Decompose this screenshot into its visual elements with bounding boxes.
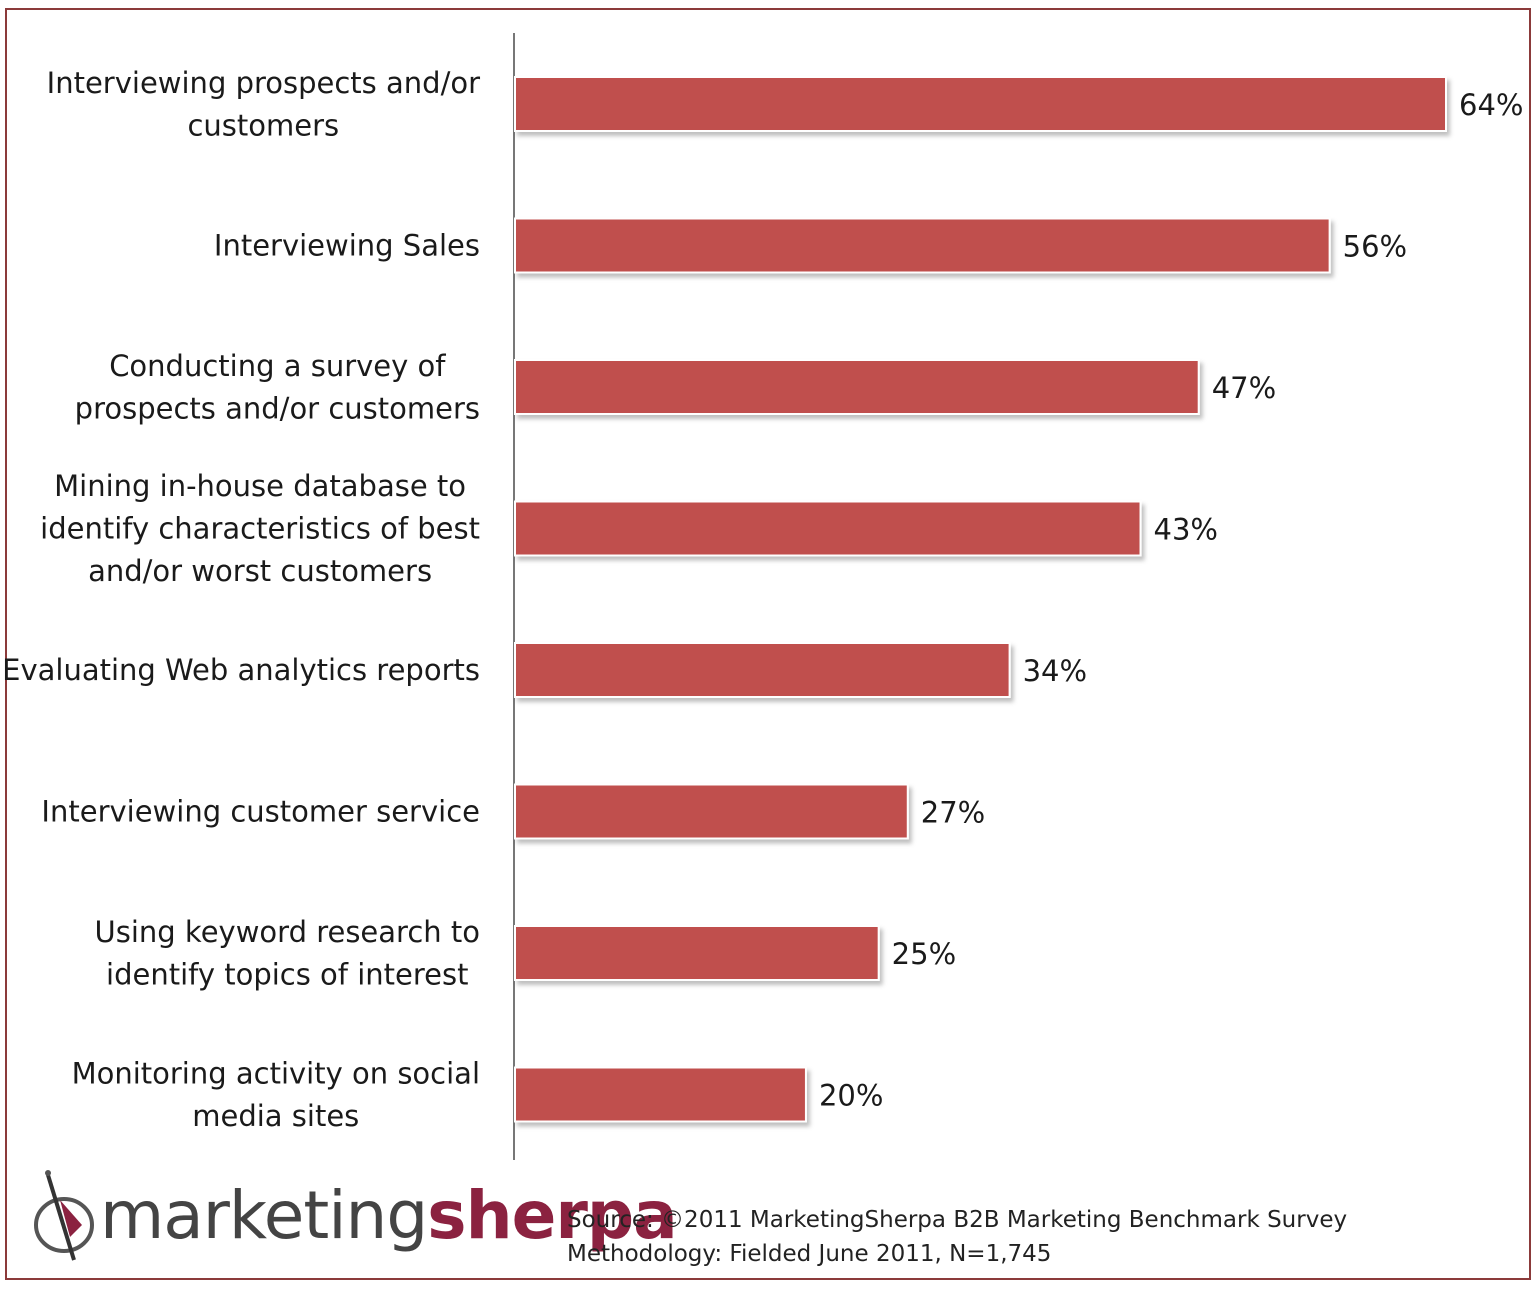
bar xyxy=(514,76,1447,132)
bar xyxy=(514,217,1331,274)
value-label: 43% xyxy=(1154,513,1218,547)
category-label: and/or worst customers xyxy=(88,554,432,588)
category-label: Interviewing customer service xyxy=(41,795,480,829)
category-label: Interviewing Sales xyxy=(214,229,480,263)
value-label: 64% xyxy=(1459,88,1523,122)
category-labels: Interviewing prospects and/or customers In… xyxy=(2,66,480,1133)
bars-layer xyxy=(514,76,1447,1123)
compass-icon xyxy=(34,1170,94,1261)
value-labels: 64% 56% 47% 43% 34% 27% 25% 20% xyxy=(819,88,1524,1113)
category-label: Conducting a survey of xyxy=(109,349,446,383)
source-note: Source: ©2011 MarketingSherpa B2B Market… xyxy=(567,1203,1347,1271)
category-label: Interviewing prospects and/or xyxy=(47,66,480,100)
bar xyxy=(514,500,1142,557)
value-label: 56% xyxy=(1343,230,1407,264)
value-label: 20% xyxy=(819,1079,883,1113)
category-label: media sites xyxy=(192,1099,359,1133)
category-label: prospects and/or customers xyxy=(75,391,480,425)
marketingsherpa-logo: marketingsherpa xyxy=(30,1165,678,1265)
value-label: 25% xyxy=(892,937,956,971)
bar xyxy=(514,783,909,840)
value-label: 47% xyxy=(1212,371,1276,405)
bar xyxy=(514,642,1011,698)
source-line: Source: ©2011 MarketingSherpa B2B Market… xyxy=(567,1207,1348,1233)
category-label: Monitoring activity on social xyxy=(72,1056,480,1090)
value-label: 27% xyxy=(921,796,985,830)
bar xyxy=(514,1066,807,1123)
category-label: customers xyxy=(187,108,339,142)
category-label: Using keyword research to xyxy=(95,915,480,949)
logo-text-marketing: marketing xyxy=(100,1177,428,1254)
category-label: Mining in-house database to xyxy=(54,469,466,503)
logo-text-sherpa: sherpa xyxy=(427,1177,677,1254)
category-label: identify topics of interest xyxy=(106,957,468,991)
category-label: identify characteristics of best xyxy=(40,512,480,546)
bar xyxy=(514,359,1200,415)
value-label: 34% xyxy=(1023,654,1087,688)
category-label: Evaluating Web analytics reports xyxy=(2,653,480,687)
methodology-line: Methodology: Fielded June 2011, N=1,745 xyxy=(567,1241,1052,1267)
bar xyxy=(514,925,880,981)
